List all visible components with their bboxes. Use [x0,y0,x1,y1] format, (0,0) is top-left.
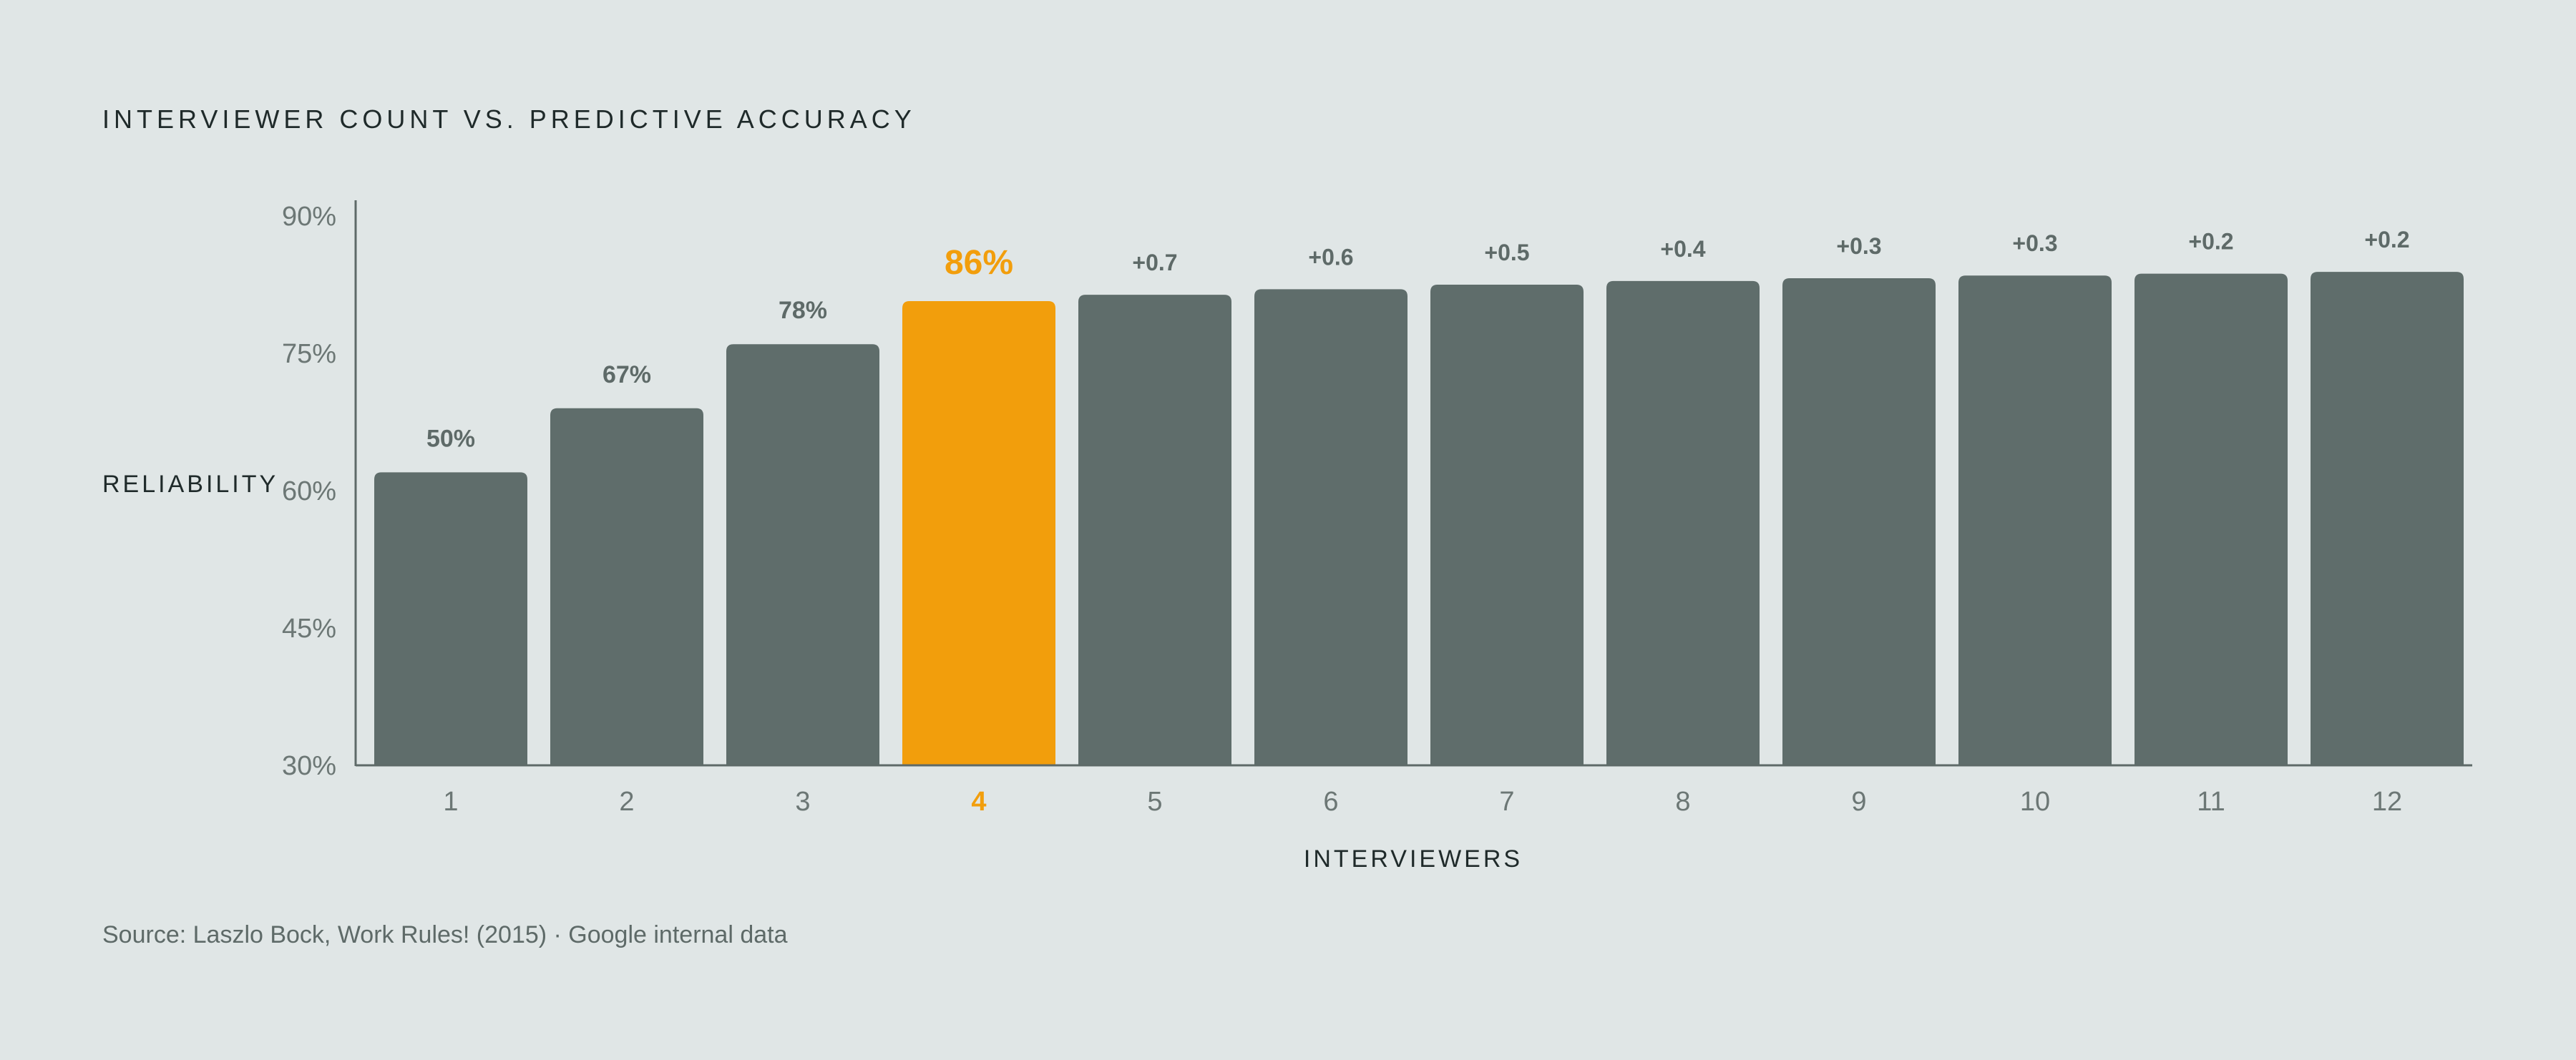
data-label: +0.2 [2364,227,2409,252]
bar [1958,275,2112,765]
x-axis-title: INTERVIEWERS [1304,845,1523,873]
data-label: +0.4 [1660,236,1705,262]
y-axis-title: RELIABILITY [102,471,278,498]
y-tick-label: 75% [282,339,336,369]
data-label: +0.6 [1308,244,1353,270]
x-tick-label: 8 [1675,787,1690,817]
bar [550,408,703,765]
bar [2311,272,2464,766]
x-tick-label: 12 [2372,787,2402,817]
bar [1430,285,1584,765]
bar [726,344,879,765]
bar [1606,280,1760,765]
bars [374,272,2464,766]
x-tick-label: 5 [1147,787,1162,817]
y-tick-label: 60% [282,476,336,506]
x-tick-label: 10 [2020,787,2050,817]
bar [1078,295,1231,766]
data-label: +0.3 [1836,233,1881,259]
data-label: 86% [945,244,1013,282]
bar-highlight [902,301,1055,765]
x-tick-label: 4 [971,787,986,817]
data-label: 50% [426,425,475,452]
data-label: 78% [779,297,827,324]
data-label: +0.7 [1132,250,1177,275]
x-tick-label: 3 [795,787,810,817]
data-label: +0.3 [2012,230,2057,256]
data-label: +0.5 [1484,240,1529,265]
data-label: +0.2 [2188,229,2233,255]
x-tick-label: 9 [1851,787,1866,817]
y-axis-ticks: 30% 45% 60% 75% 90% [282,202,336,781]
x-tick-label: 11 [2197,787,2225,817]
y-tick-label: 90% [282,202,336,232]
bar [1254,289,1407,765]
x-tick-label: 1 [443,787,458,817]
bar [374,472,527,765]
x-tick-label: 6 [1323,787,1338,817]
y-tick-label: 45% [282,614,336,644]
chart-title: INTERVIEWER COUNT VS. PREDICTIVE ACCURAC… [102,104,916,134]
bar [2135,273,2288,765]
y-tick-label: 30% [282,751,336,781]
data-labels: 50% 67% 78% 86% +0.7 +0.6 +0.5 +0.4 +0.3 +0.3 +0.2… [426,227,2410,452]
x-tick-label: 2 [619,787,634,817]
data-label: 67% [602,361,651,388]
source-note: Source: Laszlo Bock, Work Rules! (2015) … [102,921,788,948]
bar [1782,278,1936,765]
x-tick-label: 7 [1499,787,1514,817]
x-axis-ticks: 1 2 3 4 5 6 7 8 9 10 11 12 [443,787,2402,817]
